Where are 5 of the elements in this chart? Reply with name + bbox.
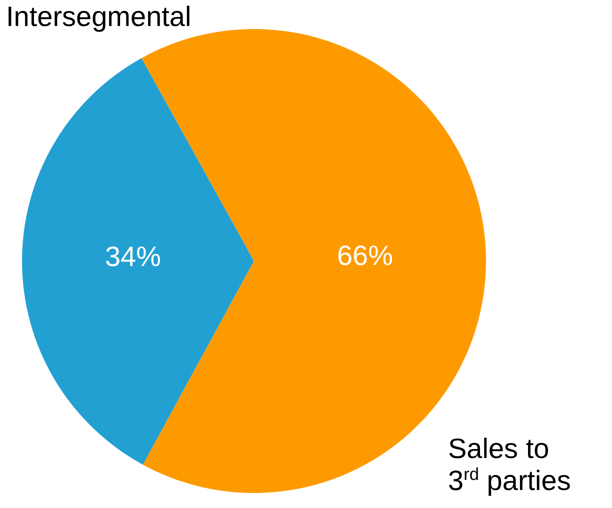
data-label: 34% (104, 240, 162, 272)
slice-label: Sales to 3$^{rd}$ parties (448, 433, 571, 496)
data-label: 66% (336, 240, 394, 272)
slice-label: Intersegmental (6, 1, 192, 32)
pie-slice (22, 58, 254, 465)
